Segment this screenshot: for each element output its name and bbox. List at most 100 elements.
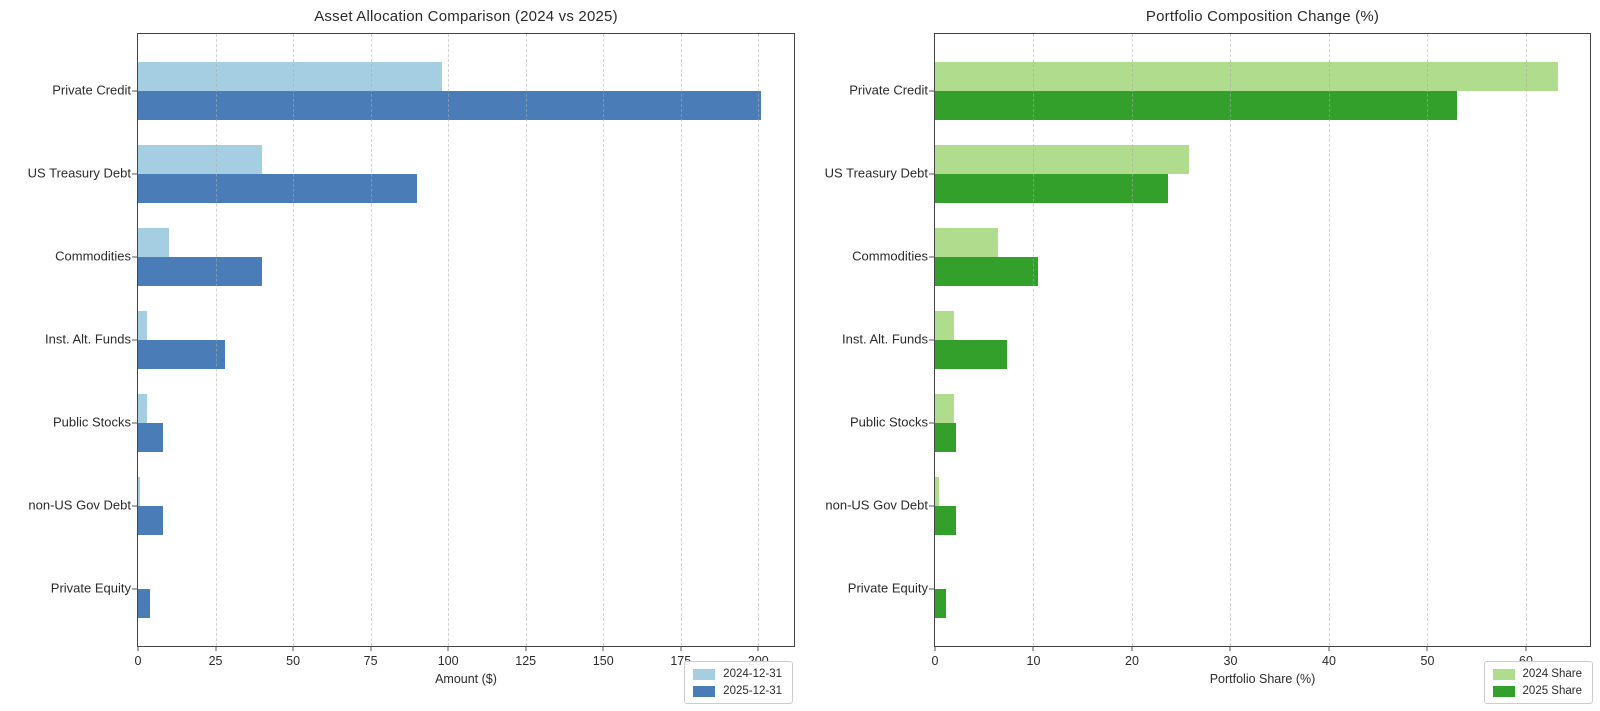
x-tick-mark-20 [1131,646,1133,651]
y-tick-mark-private-equity [132,588,138,590]
legend-item-2024-12-31: 2024-12-31 [693,668,782,680]
legend-swatch-2025-12-31 [693,685,716,697]
x-tick-mark-60 [1525,646,1527,651]
y-label-public-stocks: Public Stocks [849,414,928,430]
x-tick-label-30: 30 [1223,654,1238,668]
y-label-private-credit: Private Credit [52,82,131,98]
bar-2025-share-non-us-gov-debt [935,506,956,536]
gridline-50 [1427,34,1429,646]
asset-allocation-chart: Asset Allocation Comparison (2024 vs 202… [0,8,795,704]
y-label-us-treasury-debt: US Treasury Debt [27,165,131,181]
y-tick-mark-non-us-gov-debt [929,505,935,507]
y-label-inst-alt-funds: Inst. Alt. Funds [45,331,131,347]
x-tick-mark-200 [757,646,759,651]
x-tick-mark-40 [1328,646,1330,651]
bar-2025-12-31-us-treasury-debt [138,173,418,203]
bar-2024-share-public-stocks [935,393,954,424]
x-tick-label-10: 10 [1026,654,1041,668]
legend: 2024 Share 2025 Share [1483,661,1593,704]
bar-2024-12-31-us-treasury-debt [138,144,263,174]
y-label-private-equity: Private Equity [50,580,131,596]
bar-2025-12-31-commodities [138,256,263,287]
y-label-non-us-gov-debt: non-US Gov Debt [825,497,928,513]
y-tick-mark-non-us-gov-debt [132,505,138,507]
plot-area: 0102030405060 [929,33,1591,668]
y-label-private-equity: Private Equity [847,580,928,596]
x-tick-mark-150 [602,646,604,651]
x-tick-mark-100 [447,646,449,651]
x-axis-label: Amount ($) [435,672,497,686]
gridline-40 [1328,34,1330,646]
x-tick-mark-30 [1229,646,1231,651]
y-tick-mark-private-credit [132,90,138,92]
gridline-175 [680,34,682,646]
legend-label-2025-12-31: 2025-12-31 [723,685,782,697]
x-tick-label-0: 0 [931,654,939,668]
gridline-30 [1230,34,1232,646]
gridline-200 [758,34,760,646]
y-axis-labels: Private Credit US Treasury Debt Commoditie… [0,33,131,647]
gridline-10 [1033,34,1035,646]
legend-swatch-2024-share [1492,668,1515,680]
bar-2024-12-31-public-stocks [138,393,148,424]
y-label-inst-alt-funds: Inst. Alt. Funds [842,331,928,347]
y-tick-mark-commodities [132,256,138,258]
y-tick-mark-private-equity [929,588,935,590]
x-tick-label-150: 150 [592,654,614,668]
legend-swatch-2025-share [1492,685,1515,697]
x-tick-label-50: 50 [286,654,301,668]
bar-2024-share-non-us-gov-debt [935,477,939,507]
bar-2025-12-31-non-us-gov-debt [138,506,163,536]
bar-2025-share-public-stocks [935,423,956,453]
x-tick-label-25: 25 [208,654,223,668]
gridline-150 [603,34,605,646]
chart-title: Asset Allocation Comparison (2024 vs 202… [314,8,618,25]
x-tick-label-0: 0 [134,654,142,668]
y-label-private-credit: Private Credit [849,82,928,98]
x-tick-label-20: 20 [1125,654,1139,668]
bar-2024-12-31-non-us-gov-debt [138,477,140,507]
x-tick-mark-50 [292,646,294,651]
bar-2025-share-us-treasury-debt [935,173,1169,203]
x-tick-label-125: 125 [515,654,537,668]
y-label-commodities: Commodities [55,248,131,264]
bar-2024-12-31-private-credit [138,61,442,91]
gridline-75 [370,34,372,646]
y-axis-labels: Private Credit US Treasury Debt Commoditie… [800,33,928,647]
x-tick-mark-125 [525,646,527,651]
x-tick-mark-175 [680,646,682,651]
legend-item-2025-share: 2025 Share [1492,685,1582,697]
y-label-commodities: Commodities [852,248,928,264]
y-label-us-treasury-debt: US Treasury Debt [824,165,928,181]
gridline-60 [1525,34,1527,646]
legend-label-2024-share: 2024 Share [1522,668,1582,680]
y-tick-mark-us-treasury-debt [929,173,935,175]
bar-2024-share-inst-alt-funds [935,310,954,340]
gridline-50 [293,34,295,646]
portfolio-composition-chart: Portfolio Composition Change (%) Private… [800,0,1600,711]
x-tick-mark-0 [137,646,139,651]
y-label-non-us-gov-debt: non-US Gov Debt [28,497,131,513]
y-tick-mark-us-treasury-debt [132,173,138,175]
x-tick-mark-25 [215,646,217,651]
chart-title: Portfolio Composition Change (%) [1145,8,1380,25]
bar-2024-12-31-inst-alt-funds [138,310,148,340]
legend: 2024-12-31 2025-12-31 [684,661,793,704]
bar-2024-share-private-credit [935,61,1559,91]
legend-item-2024-share: 2024 Share [1492,668,1582,680]
legend-label-2024-12-31: 2024-12-31 [723,668,782,680]
bar-2024-share-commodities [935,227,999,257]
x-tick-label-100: 100 [437,654,459,668]
gridline-20 [1131,34,1133,646]
bar-2024-share-us-treasury-debt [935,144,1190,174]
y-label-public-stocks: Public Stocks [52,414,131,430]
bar-2025-12-31-private-equity [138,589,151,619]
y-tick-mark-inst-alt-funds [929,339,935,341]
gridline-25 [215,34,217,646]
bar-2024-12-31-commodities [138,227,170,257]
bar-2025-share-private-equity [935,589,946,619]
x-tick-label-50: 50 [1420,654,1435,668]
gridline-100 [448,34,450,646]
x-tick-label-40: 40 [1322,654,1336,668]
y-tick-mark-inst-alt-funds [132,339,138,341]
